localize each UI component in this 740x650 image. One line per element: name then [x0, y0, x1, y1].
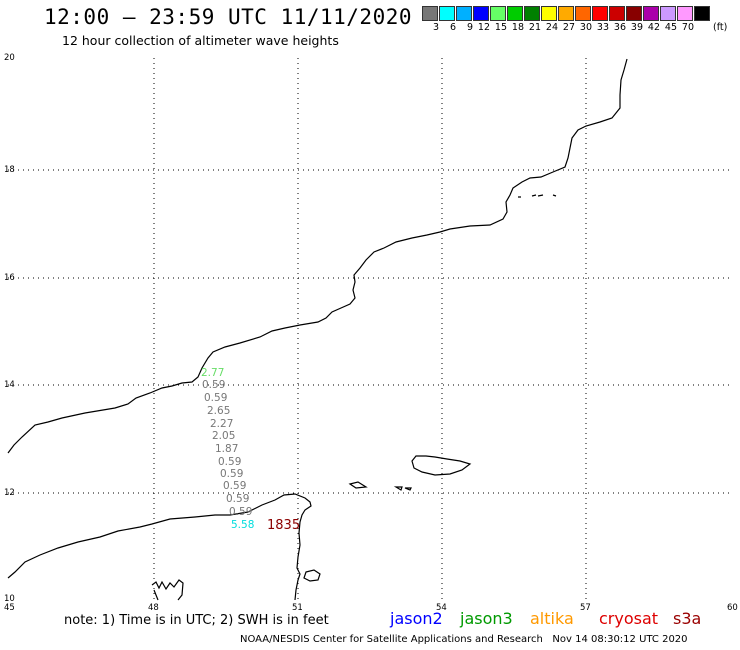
- color-swatch-label: 36: [613, 22, 626, 33]
- color-swatch-label: 3: [432, 22, 439, 33]
- color-swatch: [558, 6, 574, 21]
- coast-horn: [151, 579, 184, 601]
- color-swatch: [660, 6, 676, 21]
- lon-label-57: 57: [580, 603, 591, 613]
- satellite-legend-jason3: jason3: [460, 609, 513, 628]
- pass-time-label: 1835: [267, 518, 301, 533]
- color-swatch: [609, 6, 625, 21]
- lon-label-54: 54: [436, 603, 447, 613]
- color-swatch: [439, 6, 455, 21]
- color-swatch: [541, 6, 557, 21]
- color-swatch: [473, 6, 489, 21]
- color-swatch-label: 39: [630, 22, 643, 33]
- color-swatch-label: 21: [528, 22, 541, 33]
- color-swatch-label: 33: [596, 22, 609, 33]
- color-swatch: [677, 6, 693, 21]
- color-swatch-label: 27: [562, 22, 575, 33]
- footer-note: note: 1) Time is in UTC; 2) SWH is in fe…: [64, 613, 329, 628]
- color-swatch-label: 70: [681, 22, 694, 33]
- satellite-legend-cryosat: cryosat: [599, 609, 659, 628]
- lat-label-18: 18: [4, 165, 15, 175]
- satellite-legend-altika: altika: [530, 609, 574, 628]
- color-swatch-label: 18: [511, 22, 524, 33]
- credit-line: NOAA/NESDIS Center for Satellite Applica…: [240, 634, 688, 645]
- lat-label-20: 20: [4, 53, 15, 63]
- swh-value: 0.59: [229, 506, 253, 518]
- island-masirah: [303, 569, 321, 582]
- swh-value: 1.87: [215, 443, 239, 455]
- swh-value: 0.59: [204, 392, 228, 404]
- swh-value: 5.58: [231, 519, 255, 531]
- color-swatch: [694, 6, 710, 21]
- island-abd-al-kuri: [348, 481, 368, 489]
- color-swatch: [456, 6, 472, 21]
- color-swatch-label: 30: [579, 22, 592, 33]
- lat-label-10: 10: [4, 594, 15, 604]
- swh-value: 0.59: [202, 379, 226, 391]
- lat-label-16: 16: [4, 273, 15, 283]
- islets-kuria: [518, 194, 557, 198]
- lat-label-12: 12: [4, 488, 15, 498]
- title: 12:00 – 23:59 UTC 11/11/2020: [44, 5, 413, 29]
- island-socotra: [411, 455, 472, 476]
- subtitle: 12 hour collection of altimeter wave hei…: [62, 33, 339, 48]
- lat-label-14: 14: [4, 380, 15, 390]
- color-swatch: [507, 6, 523, 21]
- swh-value: 0.59: [218, 456, 242, 468]
- swh-value: 2.65: [207, 405, 231, 417]
- color-swatch-label: 24: [545, 22, 558, 33]
- lon-label-60: 60: [727, 603, 738, 613]
- color-swatch: [626, 6, 642, 21]
- island-samha: [393, 486, 403, 491]
- lon-label-45: 45: [4, 603, 15, 613]
- island-darsa: [404, 487, 412, 491]
- color-swatch: [524, 6, 540, 21]
- color-swatch: [643, 6, 659, 21]
- coast-oman: [7, 58, 628, 454]
- satellite-legend-s3a: s3a: [673, 609, 702, 628]
- swh-value: 0.59: [220, 468, 244, 480]
- color-swatch-label: 15: [494, 22, 507, 33]
- color-legend: [422, 6, 711, 21]
- color-swatch-label: 42: [647, 22, 660, 33]
- color-swatch-label: 45: [664, 22, 677, 33]
- color-swatch: [575, 6, 591, 21]
- color-legend-unit: (ft): [713, 22, 728, 33]
- color-swatch-label: 6: [449, 22, 456, 33]
- swh-value: 2.27: [210, 418, 234, 430]
- lon-label-51: 51: [292, 603, 303, 613]
- color-swatch: [592, 6, 608, 21]
- coast-yemen: [7, 493, 312, 601]
- color-swatch: [422, 6, 438, 21]
- satellite-legend-jason2: jason2: [390, 609, 443, 628]
- color-swatch-label: 12: [477, 22, 490, 33]
- graticule: [8, 58, 730, 600]
- swh-value: 0.59: [223, 480, 247, 492]
- swh-value: 2.77: [201, 367, 225, 379]
- color-swatch-label: 9: [466, 22, 473, 33]
- lon-label-48: 48: [148, 603, 159, 613]
- color-legend-labels: 3 6 9 12 15 18 21 24 27 30 33 36 39 42 45 70: [422, 22, 694, 33]
- color-swatch: [490, 6, 506, 21]
- coastline: [7, 58, 628, 601]
- swh-value: 2.05: [212, 430, 236, 442]
- swh-value: 0.59: [226, 493, 250, 505]
